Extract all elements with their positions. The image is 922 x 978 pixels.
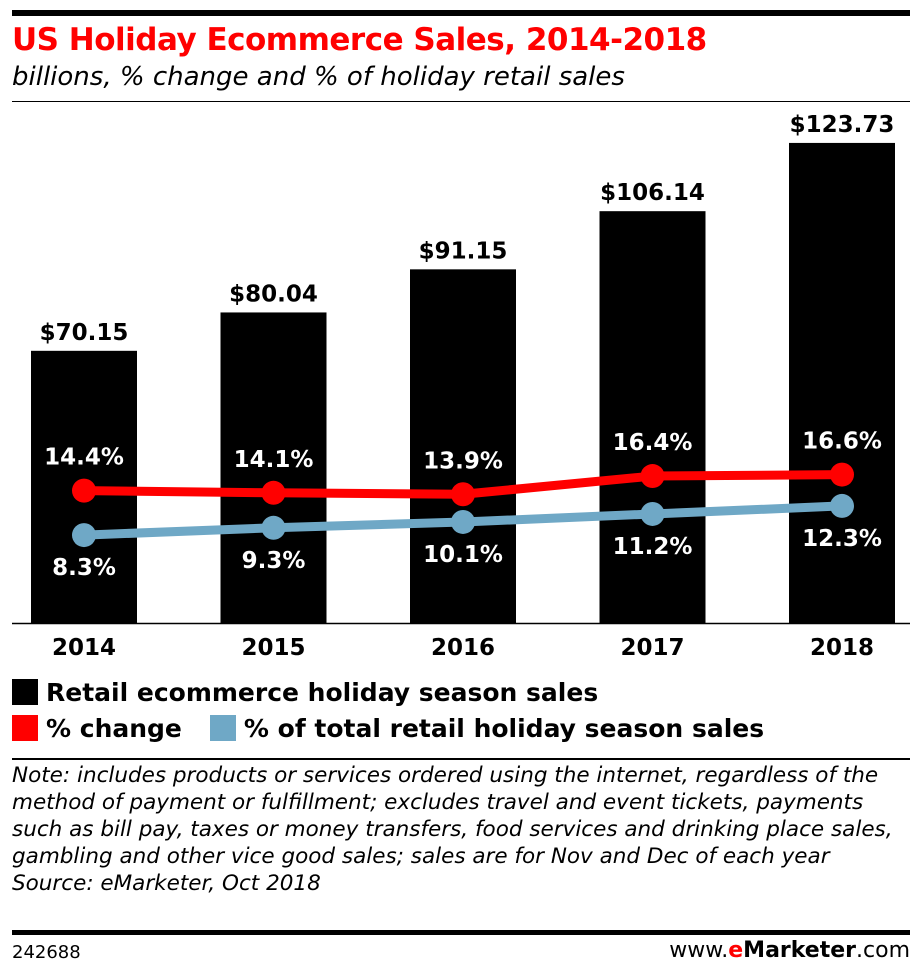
chart-subtitle: billions, % change and % of holiday reta… — [12, 62, 625, 92]
bar-2015 — [220, 312, 327, 623]
x-tick-label-2014: 2014 — [52, 635, 116, 661]
share-point-2015 — [261, 515, 286, 540]
footnote-divider — [12, 758, 910, 760]
bar-label-2014: $70.15 — [40, 320, 129, 346]
legend-row-2: % change % of total retail holiday season… — [12, 714, 764, 743]
chart-title: US Holiday Ecommerce Sales, 2014-2018 — [12, 22, 707, 58]
site-url[interactable]: www.eMarketer.com — [669, 938, 910, 963]
change-point-2015 — [261, 480, 286, 505]
top-rule — [12, 10, 910, 16]
change-point-2017 — [640, 464, 665, 489]
bar-2016 — [410, 269, 516, 623]
footnote-source: Source: eMarketer, Oct 2018 — [12, 871, 321, 896]
x-tick-label-2015: 2015 — [241, 635, 305, 661]
share-point-2018 — [830, 493, 854, 518]
x-tick-label-2018: 2018 — [810, 635, 874, 661]
legend-label-change: % change — [46, 714, 182, 743]
change-label-2016: 13.9% — [423, 448, 503, 474]
bar-label-2015: $80.04 — [229, 281, 318, 307]
bar-label-2017: $106.14 — [600, 180, 705, 206]
legend-label-bars: Retail ecommerce holiday season sales — [46, 678, 599, 707]
footnote-note: Note: includes products or services orde… — [12, 763, 893, 869]
footnote: Note: includes products or services orde… — [12, 762, 910, 897]
change-point-2014 — [72, 478, 96, 503]
change-label-2015: 14.1% — [234, 447, 314, 473]
bar-label-2018: $123.73 — [790, 112, 895, 138]
legend-swatch-share — [209, 715, 236, 741]
share-label-2015: 9.3% — [242, 548, 306, 574]
share-label-2016: 10.1% — [423, 542, 503, 568]
chart-id: 242688 — [12, 942, 81, 963]
header-divider — [12, 101, 910, 102]
legend-row-1: Retail ecommerce holiday season sales — [12, 678, 598, 707]
share-point-2017 — [640, 501, 665, 526]
change-label-2017: 16.4% — [613, 430, 693, 456]
legend-label-share: % of total retail holiday season sales — [243, 714, 765, 743]
bar-2018 — [789, 142, 895, 623]
change-point-2016 — [451, 482, 475, 507]
share-point-2016 — [451, 509, 475, 534]
x-tick-label-2017: 2017 — [620, 635, 684, 661]
change-label-2018: 16.6% — [802, 429, 882, 455]
change-label-2014: 14.4% — [44, 445, 124, 471]
legend-swatch-bars — [12, 679, 38, 705]
legend-swatch-change — [12, 715, 38, 741]
share-point-2014 — [72, 523, 96, 548]
share-label-2018: 12.3% — [802, 526, 882, 552]
bar-2017 — [599, 211, 706, 623]
footer-divider — [12, 930, 910, 935]
share-label-2014: 8.3% — [52, 555, 116, 581]
chart-area: $70.15 $80.04 $91.15 $106.14 $123.73 2014 2015… — [12, 112, 910, 661]
bar-label-2016: $91.15 — [419, 238, 508, 264]
change-point-2018 — [830, 462, 854, 487]
x-tick-label-2016: 2016 — [431, 635, 495, 661]
share-label-2017: 11.2% — [613, 534, 693, 560]
